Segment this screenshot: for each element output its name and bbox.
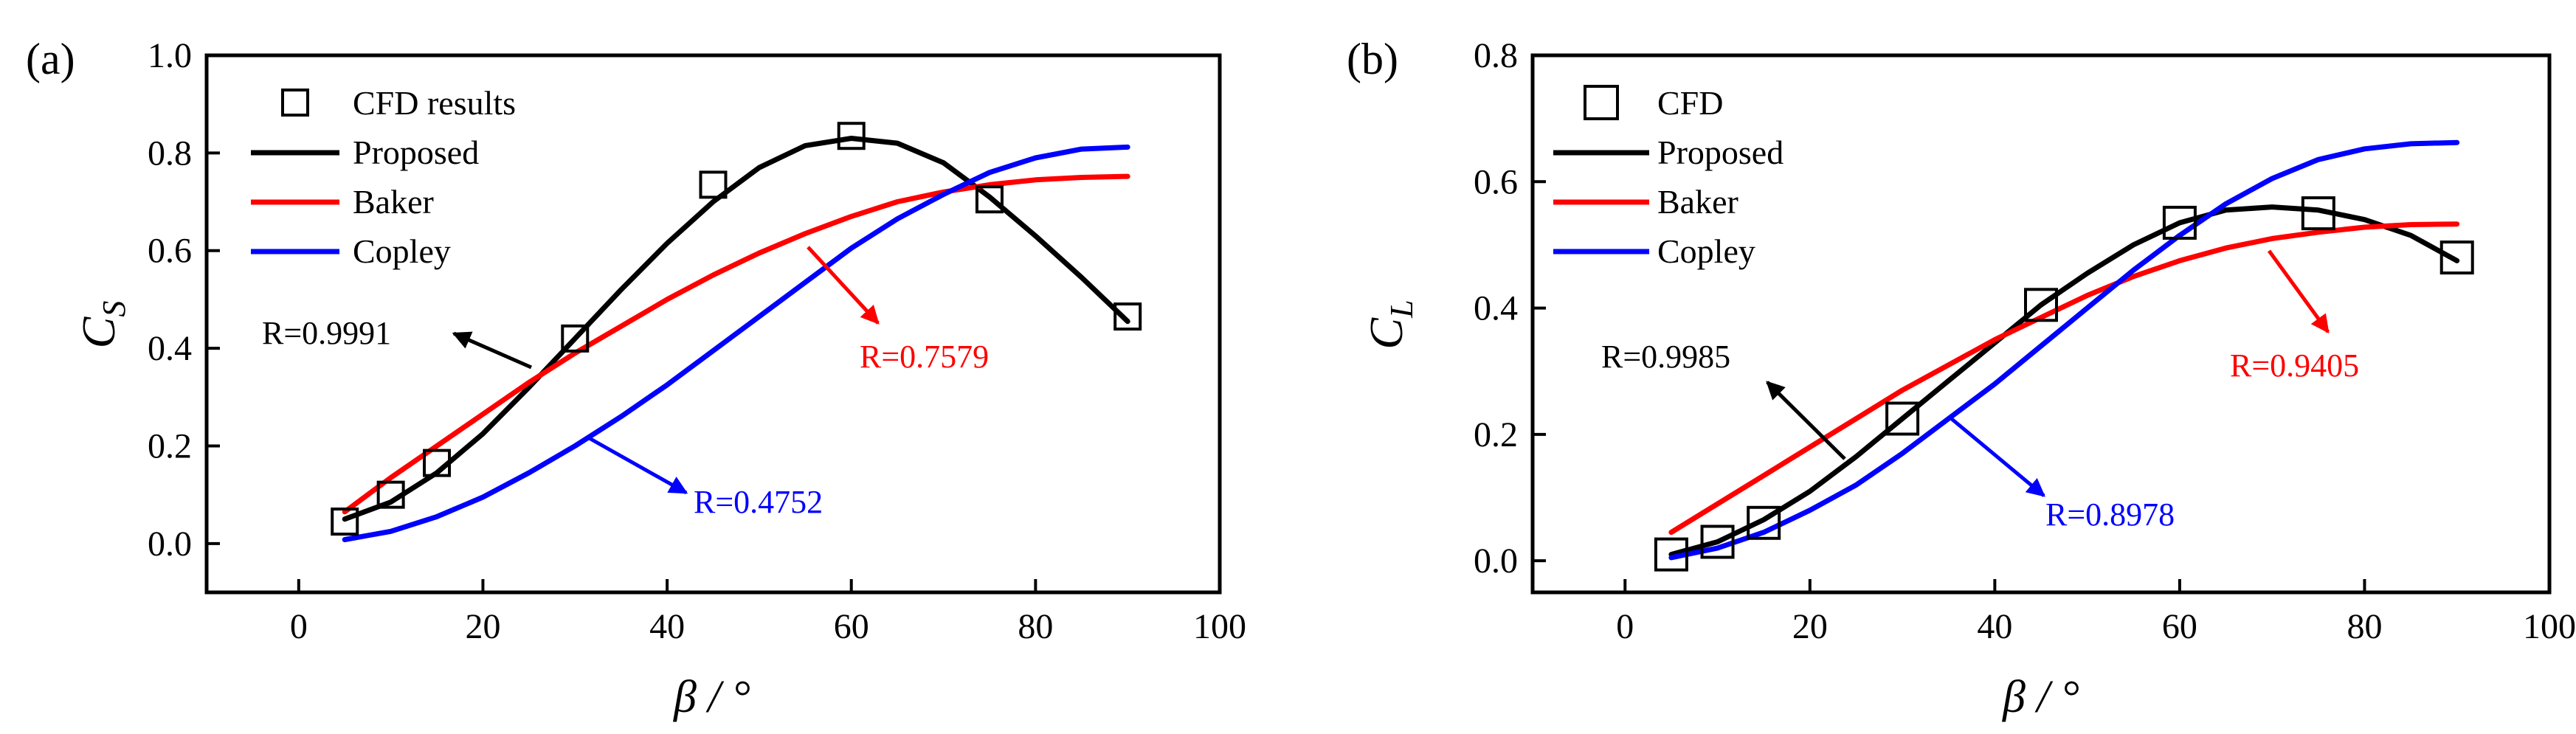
legend-b-baker-label: Baker <box>1657 183 1738 221</box>
plot-frame-a <box>204 53 1222 595</box>
a-xtick-label-0: 0 <box>290 607 308 646</box>
annotation-b-copley: R=0.8978 <box>2045 496 2175 533</box>
annotation-a-baker: R=0.7579 <box>860 339 989 375</box>
legend-a: CFD results Proposed Baker Copley <box>251 84 516 270</box>
legend-b-copley-label: Copley <box>1657 232 1755 270</box>
legend-a-proposed-label: Proposed <box>353 134 479 171</box>
annotation-a-copley: R=0.4752 <box>694 484 823 520</box>
x-axis-label-b: β / ° <box>2002 672 2079 722</box>
a-xtick-label-4: 80 <box>1018 607 1053 646</box>
panel-a: (a) 0 20 40 60 80 100 0.0 0.2 0.4 0.6 0.8 1.0 CS β … <box>26 35 1246 722</box>
annotation-b-proposed: R=0.9985 <box>1601 339 1730 375</box>
b-xtick-label-4: 80 <box>2347 607 2382 646</box>
arrow-a-proposed <box>452 331 533 370</box>
arrow-a-baker <box>807 246 880 325</box>
b-xtick-label-1: 20 <box>1792 607 1828 646</box>
panel-label-b: (b) <box>1347 35 1398 83</box>
a-cfd-point-2 <box>423 449 452 477</box>
x-axis-label-a: β / ° <box>673 672 750 722</box>
legend-a-baker-label: Baker <box>353 183 434 221</box>
panel-label-a: (a) <box>26 35 75 83</box>
y-axis-label-a-main: C <box>72 316 125 348</box>
a-ytick-label-4: 0.8 <box>148 134 192 173</box>
a-xtick-label-1: 20 <box>465 607 500 646</box>
series-group-a <box>342 136 1130 542</box>
legend-b-proposed-label: Proposed <box>1657 134 1783 171</box>
legend-b: CFD Proposed Baker Copley <box>1553 84 1783 270</box>
b-cfd-point-5 <box>2162 205 2197 240</box>
ticks-a: 0 20 40 60 80 100 0.0 0.2 0.4 0.6 0.8 1.0 <box>148 36 1246 646</box>
legend-a-copley-label: Copley <box>353 232 451 270</box>
b-series-proposed <box>1668 204 2460 558</box>
b-ytick-label-2: 0.4 <box>1474 289 1518 328</box>
b-series-baker <box>1668 221 2460 536</box>
b-cfd-point-3 <box>1885 401 1920 436</box>
b-xtick-label-3: 60 <box>2162 607 2197 646</box>
arrow-b-baker <box>2267 249 2330 334</box>
b-cfd-point-4 <box>2024 288 2058 322</box>
y-axis-label-b: CL <box>1360 300 1420 349</box>
a-cfd-point-5 <box>837 122 866 150</box>
b-cfd-point-6 <box>2301 196 2335 231</box>
annotation-a-proposed: R=0.9991 <box>262 315 391 351</box>
a-ytick-label-2: 0.4 <box>148 329 192 368</box>
b-ytick-label-0: 0.0 <box>1474 541 1518 581</box>
b-ytick-label-3: 0.6 <box>1474 162 1518 201</box>
a-xtick-label-5: 100 <box>1193 607 1246 646</box>
a-ytick-label-5: 1.0 <box>148 36 192 75</box>
a-xtick-label-3: 60 <box>834 607 869 646</box>
b-cfd-point-1 <box>1700 524 1735 559</box>
b-series-copley <box>1668 139 2460 561</box>
plot-frame-b <box>1530 53 2552 595</box>
annotation-b-baker: R=0.9405 <box>2230 347 2359 384</box>
a-ytick-label-0: 0.0 <box>148 524 192 564</box>
a-series-copley <box>342 144 1130 542</box>
cfd-markers-a <box>331 122 1142 536</box>
b-xtick-label-2: 40 <box>1977 607 2012 646</box>
a-xtick-label-2: 40 <box>649 607 685 646</box>
annotations-a: R=0.9991 R=0.7579 R=0.4752 <box>262 246 989 520</box>
cfd-markers-b <box>1654 196 2474 572</box>
arrow-b-copley <box>1950 418 2045 497</box>
y-axis-label-b-sub: L <box>1384 300 1420 318</box>
a-cfd-point-7 <box>1113 302 1142 331</box>
legend-b-cfd-marker <box>1584 85 1619 120</box>
b-ytick-label-4: 0.8 <box>1474 36 1518 75</box>
a-ytick-label-3: 0.6 <box>148 232 192 271</box>
arrow-b-proposed <box>1766 381 1846 460</box>
a-cfd-point-3 <box>561 324 590 353</box>
annotations-b: R=0.9985 R=0.9405 R=0.8978 <box>1601 249 2359 533</box>
b-cfd-point-0 <box>1654 537 1688 572</box>
b-xtick-label-5: 100 <box>2523 607 2576 646</box>
panel-b: (b) 0 20 40 60 80 100 0.0 0.2 0.4 0.6 0.8 CL β / °… <box>1347 35 2576 722</box>
b-xtick-label-0: 0 <box>1616 607 1634 646</box>
series-group-b <box>1668 139 2460 561</box>
legend-b-cfd-label: CFD <box>1657 84 1723 122</box>
a-cfd-point-1 <box>376 480 405 509</box>
a-series-baker <box>342 173 1130 515</box>
a-ytick-label-1: 0.2 <box>148 426 192 465</box>
y-axis-label-a-sub: S <box>96 301 132 317</box>
legend-a-cfd-label: CFD results <box>353 84 516 122</box>
a-series-proposed <box>342 136 1130 522</box>
a-cfd-point-4 <box>699 170 728 199</box>
y-axis-label-b-main: C <box>1360 317 1412 350</box>
b-cfd-point-2 <box>1747 505 1781 540</box>
b-cfd-point-7 <box>2439 240 2474 275</box>
a-cfd-point-6 <box>975 185 1004 214</box>
b-ytick-label-1: 0.2 <box>1474 415 1518 454</box>
ticks-b: 0 20 40 60 80 100 0.0 0.2 0.4 0.6 0.8 <box>1474 36 2576 646</box>
y-axis-label-a: CS <box>72 301 132 349</box>
arrow-a-copley <box>585 434 688 495</box>
legend-a-cfd-marker <box>281 89 309 117</box>
a-cfd-point-0 <box>331 508 359 536</box>
